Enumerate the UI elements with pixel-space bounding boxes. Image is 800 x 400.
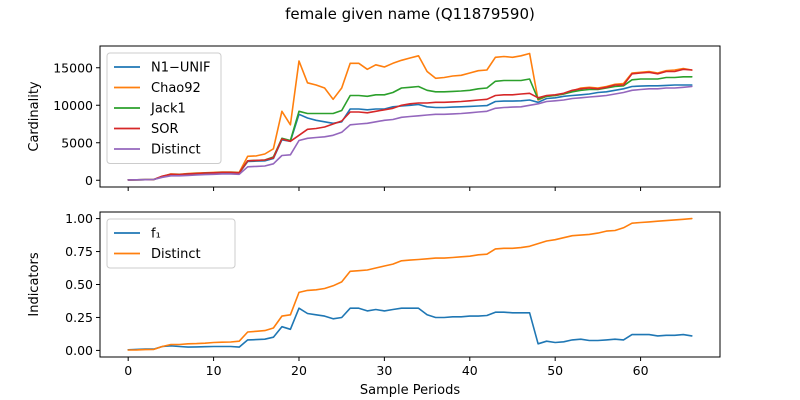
series-line-0-4 [127,85,693,181]
y-tick-label-1-2: 0.50 [65,277,93,292]
y-tick-label-1-0: 0.00 [65,343,93,358]
legend-1: f₁ Distinct [106,218,236,269]
y-tick-label-0-2: 10000 [53,98,93,113]
y-axis-label-1: Indicators [27,252,42,316]
legend-label-1-0: f₁ [151,227,161,242]
legend-label-0-0: N1−UNIF [151,61,210,76]
chart-title: female given name (Q11879590) [285,5,535,23]
x-tick-label-1-3: 30 [376,363,392,378]
y-axis-label-0: Cardinality [27,81,42,152]
series-line-1-0 [127,307,693,351]
legend-label-0-3: SOR [151,122,179,137]
x-tick-label-1-2: 20 [291,363,307,378]
x-tick-label-1-1: 10 [206,363,222,378]
plot-frame-0 [99,45,721,188]
y-tick-label-1-1: 0.25 [65,310,93,325]
y-tick-label-0-0: 0 [85,173,93,188]
legend-box-0 [106,52,222,164]
series-line-1-1 [127,217,693,351]
legend-0: N1−UNIF Chao92 Jack1 SOR Distinct [106,52,222,164]
legend-label-1-1: Distinct [151,247,201,262]
series-line-0-3 [127,68,693,181]
legend-label-0-2: Jack1 [150,102,186,117]
y-tick-label-0-3: 15000 [53,60,93,75]
y-tick-label-0-1: 5000 [61,135,93,150]
x-tick-label-1-0: 0 [124,363,132,378]
indicators-panel: 0 10 20 30 40 50 60 0.00 0.25 0.50 0.75 1.00 Indicat… [27,211,721,398]
y-tick-label-1-3: 0.75 [65,244,93,259]
legend-box-1 [106,218,236,269]
y-tick-label-1-4: 1.00 [65,211,93,226]
x-tick-label-1-4: 40 [462,363,478,378]
x-axis-label-1: Sample Periods [360,383,460,398]
x-tick-label-1-5: 50 [547,363,563,378]
cardinality-panel: 0 5000 10000 15000 Cardinality N1−UNIF Chao92 J… [27,45,721,191]
x-tick-label-1-6: 60 [633,363,649,378]
legend-label-0-1: Chao92 [151,81,201,96]
legend-label-0-4: Distinct [151,143,201,158]
